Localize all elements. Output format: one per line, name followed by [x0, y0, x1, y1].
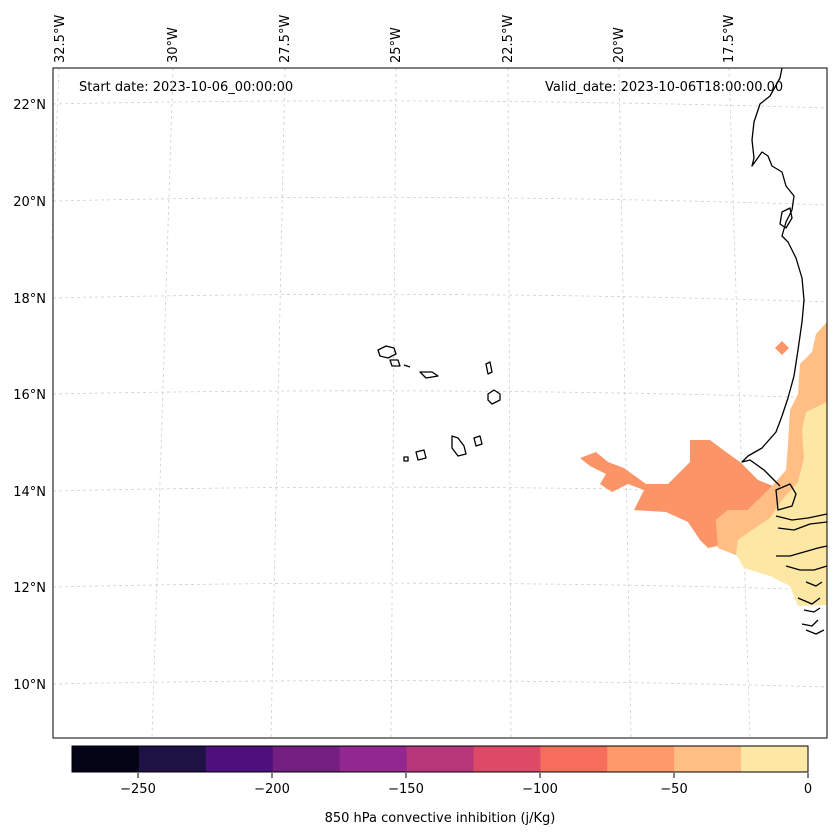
latitude-gridlines: [52, 100, 828, 688]
coast-southmost: [801, 607, 825, 635]
africa-coastline: [741, 67, 805, 487]
start-date-label: Start date: 2023-10-06_00:00:00: [79, 80, 293, 95]
colorbar-ticks: [137, 773, 809, 778]
colorbar-frame: [71, 745, 809, 773]
gambia-river: [775, 513, 828, 521]
lat-label: 20°N: [13, 195, 46, 210]
longitude-labels: 32.5°W 30°W 27.5°W 25°W 22.5°W 20°W 17.5…: [53, 15, 737, 63]
colorbar-swatch: [272, 746, 341, 772]
cin-region-weak: [736, 402, 827, 606]
colorbar-tick-label: −150: [388, 782, 424, 797]
cin-region-moderate: [580, 440, 778, 548]
lat-label: 22°N: [13, 98, 46, 113]
colorbar-title: 850 hPa convective inhibition (j/Kg): [325, 811, 556, 826]
lon-label: 25°W: [389, 27, 404, 63]
coast-inlet-north: [779, 207, 793, 229]
colorbar-swatch: [741, 746, 809, 772]
lon-label: 32.5°W: [53, 15, 68, 63]
latitude-labels: 22°N 20°N 18°N 16°N 14°N 12°N 10°N: [13, 98, 46, 693]
cape-verde-islands: [377, 345, 501, 462]
island-sao-nicolau: [419, 371, 439, 379]
colorbar-swatch: [72, 746, 140, 772]
island-santiago: [451, 435, 467, 457]
map-panel: [51, 67, 828, 739]
colorbar-swatch: [406, 746, 474, 772]
colorbar-tick-label: −50: [660, 782, 687, 797]
island-santa-luzia: [403, 364, 411, 368]
lon-label: 22.5°W: [501, 15, 516, 63]
lat-label: 12°N: [13, 581, 46, 596]
island-sal: [485, 361, 493, 375]
lat-label: 14°N: [13, 485, 46, 500]
colorbar-swatch: [607, 746, 675, 772]
colorbar-swatch: [339, 746, 408, 772]
lon-label: 27.5°W: [278, 15, 293, 63]
island-sao-vicente: [389, 359, 401, 367]
colorbar-swatch: [205, 746, 274, 772]
colorbar-swatch: [138, 746, 207, 772]
lat-label: 10°N: [13, 678, 46, 693]
senegal-inland-border: [775, 483, 797, 511]
cin-fields: [580, 322, 827, 606]
gambia-river-south: [777, 521, 828, 531]
colorbar-tick-label: 0: [804, 782, 812, 797]
colorbar-tick-label: −100: [522, 782, 558, 797]
colorbar-swatch: [674, 746, 742, 772]
coast-south: [785, 565, 828, 571]
islands-bijagos: [797, 581, 823, 605]
lon-label: 30°W: [166, 27, 181, 63]
longitude-gridlines: [51, 67, 751, 739]
island-brava: [403, 456, 409, 462]
lat-label: 16°N: [13, 388, 46, 403]
valid-date-label: Valid_date: 2023-10-06T18:00:00.00: [545, 80, 783, 95]
lat-label: 18°N: [13, 292, 46, 307]
colorbar-swatch: [540, 746, 608, 772]
colorbar-tick-labels: −250 −200 −150 −100 −50 0: [120, 782, 812, 797]
colorbar-tick-label: −250: [120, 782, 156, 797]
coastlines: [741, 67, 828, 635]
lon-label: 17.5°W: [722, 15, 737, 63]
colorbar-tick-label: −200: [254, 782, 290, 797]
island-boa-vista: [487, 389, 501, 405]
map-frame: [52, 67, 828, 739]
cin-region-moderate-patch: [775, 341, 789, 355]
island-santo-antao: [377, 345, 397, 359]
island-maio: [473, 435, 483, 447]
guinea-bissau-coast: [776, 545, 828, 557]
colorbar-swatch: [473, 746, 541, 772]
lon-label: 20°W: [612, 27, 627, 63]
island-fogo: [415, 449, 427, 461]
colorbar: [71, 745, 809, 773]
